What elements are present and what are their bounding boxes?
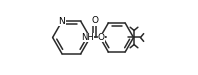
Text: NH: NH <box>81 33 94 42</box>
Text: O: O <box>91 16 98 25</box>
Text: O: O <box>98 33 105 42</box>
Text: N: N <box>59 17 65 26</box>
